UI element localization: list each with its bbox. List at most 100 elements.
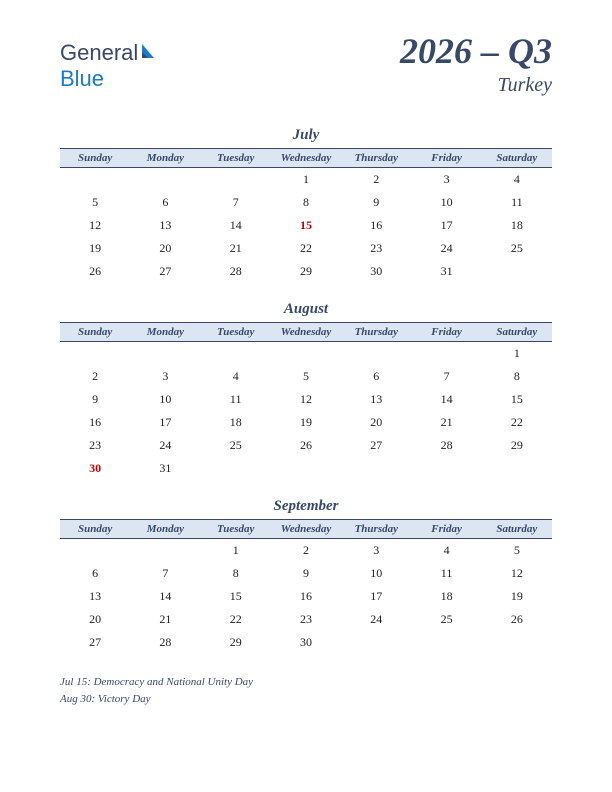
day-cell: 12 bbox=[60, 214, 130, 237]
day-cell: 15 bbox=[271, 214, 341, 237]
day-cell: 25 bbox=[201, 434, 271, 457]
day-cell-empty bbox=[130, 342, 200, 365]
day-cell: 10 bbox=[130, 388, 200, 411]
day-cell: 23 bbox=[60, 434, 130, 457]
day-header: Monday bbox=[130, 520, 200, 538]
day-header: Monday bbox=[130, 149, 200, 167]
day-cell: 3 bbox=[411, 168, 481, 191]
day-cell: 25 bbox=[411, 608, 481, 631]
day-cell: 23 bbox=[271, 608, 341, 631]
day-cell: 25 bbox=[482, 237, 552, 260]
day-cell: 7 bbox=[201, 191, 271, 214]
title-block: 2026 – Q3 Turkey bbox=[400, 30, 552, 97]
day-cell: 8 bbox=[271, 191, 341, 214]
day-header: Friday bbox=[411, 520, 481, 538]
day-cell: 5 bbox=[271, 365, 341, 388]
day-cell: 1 bbox=[201, 539, 271, 562]
day-cell: 27 bbox=[130, 260, 200, 283]
day-cell: 22 bbox=[201, 608, 271, 631]
day-header: Thursday bbox=[341, 323, 411, 341]
day-header: Sunday bbox=[60, 149, 130, 167]
day-cell-empty bbox=[341, 342, 411, 365]
header: GeneralBlue 2026 – Q3 Turkey bbox=[60, 30, 552, 97]
day-header: Thursday bbox=[341, 520, 411, 538]
day-cell: 16 bbox=[341, 214, 411, 237]
day-cell: 17 bbox=[411, 214, 481, 237]
day-cell: 28 bbox=[411, 434, 481, 457]
day-cell: 1 bbox=[271, 168, 341, 191]
day-cell: 23 bbox=[341, 237, 411, 260]
logo: GeneralBlue bbox=[60, 40, 158, 92]
day-headers-row: SundayMondayTuesdayWednesdayThursdayFrid… bbox=[60, 148, 552, 168]
day-cell: 30 bbox=[271, 631, 341, 654]
day-cell: 2 bbox=[60, 365, 130, 388]
day-header: Monday bbox=[130, 323, 200, 341]
day-cell: 22 bbox=[482, 411, 552, 434]
day-cell: 6 bbox=[130, 191, 200, 214]
month-name: August bbox=[60, 301, 552, 318]
day-cell-empty bbox=[60, 539, 130, 562]
day-cell: 14 bbox=[130, 585, 200, 608]
logo-text: GeneralBlue bbox=[60, 40, 158, 92]
day-cell: 27 bbox=[341, 434, 411, 457]
day-header: Friday bbox=[411, 323, 481, 341]
logo-text-general: General bbox=[60, 40, 138, 65]
day-cell: 18 bbox=[482, 214, 552, 237]
month-name: September bbox=[60, 498, 552, 515]
day-cell: 2 bbox=[271, 539, 341, 562]
day-cell: 3 bbox=[130, 365, 200, 388]
day-cell: 20 bbox=[60, 608, 130, 631]
day-cell-empty bbox=[411, 342, 481, 365]
day-cell: 4 bbox=[201, 365, 271, 388]
day-cell: 13 bbox=[60, 585, 130, 608]
day-cell: 28 bbox=[201, 260, 271, 283]
day-cell: 24 bbox=[341, 608, 411, 631]
day-cell: 7 bbox=[130, 562, 200, 585]
day-cell-empty bbox=[60, 168, 130, 191]
day-cell: 31 bbox=[411, 260, 481, 283]
day-header: Wednesday bbox=[271, 323, 341, 341]
day-cell: 30 bbox=[60, 457, 130, 480]
day-cell: 14 bbox=[201, 214, 271, 237]
day-header: Wednesday bbox=[271, 520, 341, 538]
day-header: Saturday bbox=[482, 323, 552, 341]
day-cell: 24 bbox=[130, 434, 200, 457]
day-cell: 1 bbox=[482, 342, 552, 365]
day-cell: 24 bbox=[411, 237, 481, 260]
day-cell: 11 bbox=[482, 191, 552, 214]
day-cell: 21 bbox=[201, 237, 271, 260]
main-title: 2026 – Q3 bbox=[400, 30, 552, 72]
day-cell: 9 bbox=[60, 388, 130, 411]
month-block: July SundayMondayTuesdayWednesdayThursday… bbox=[60, 127, 552, 283]
day-header: Thursday bbox=[341, 149, 411, 167]
logo-text-blue: Blue bbox=[60, 66, 104, 91]
day-cell: 29 bbox=[482, 434, 552, 457]
holiday-line: Jul 15: Democracy and National Unity Day bbox=[60, 674, 552, 691]
day-cell: 9 bbox=[271, 562, 341, 585]
day-cell: 14 bbox=[411, 388, 481, 411]
day-cell: 21 bbox=[130, 608, 200, 631]
day-cell: 12 bbox=[271, 388, 341, 411]
day-cell: 22 bbox=[271, 237, 341, 260]
day-cell: 19 bbox=[271, 411, 341, 434]
day-cell-empty bbox=[60, 342, 130, 365]
day-cell-empty bbox=[130, 539, 200, 562]
day-cell: 11 bbox=[201, 388, 271, 411]
day-cell: 18 bbox=[411, 585, 481, 608]
day-cell: 19 bbox=[482, 585, 552, 608]
day-cell: 17 bbox=[341, 585, 411, 608]
month-name: July bbox=[60, 127, 552, 144]
day-cell: 15 bbox=[201, 585, 271, 608]
day-cell: 16 bbox=[60, 411, 130, 434]
day-cell: 20 bbox=[341, 411, 411, 434]
day-cell: 26 bbox=[482, 608, 552, 631]
day-header: Saturday bbox=[482, 149, 552, 167]
day-cell: 17 bbox=[130, 411, 200, 434]
day-cell-empty bbox=[201, 168, 271, 191]
day-cell: 2 bbox=[341, 168, 411, 191]
day-header: Friday bbox=[411, 149, 481, 167]
weeks-grid: 1234567891011121314151617181920212223242… bbox=[60, 342, 552, 480]
day-cell: 5 bbox=[482, 539, 552, 562]
day-header: Tuesday bbox=[201, 323, 271, 341]
day-cell: 12 bbox=[482, 562, 552, 585]
